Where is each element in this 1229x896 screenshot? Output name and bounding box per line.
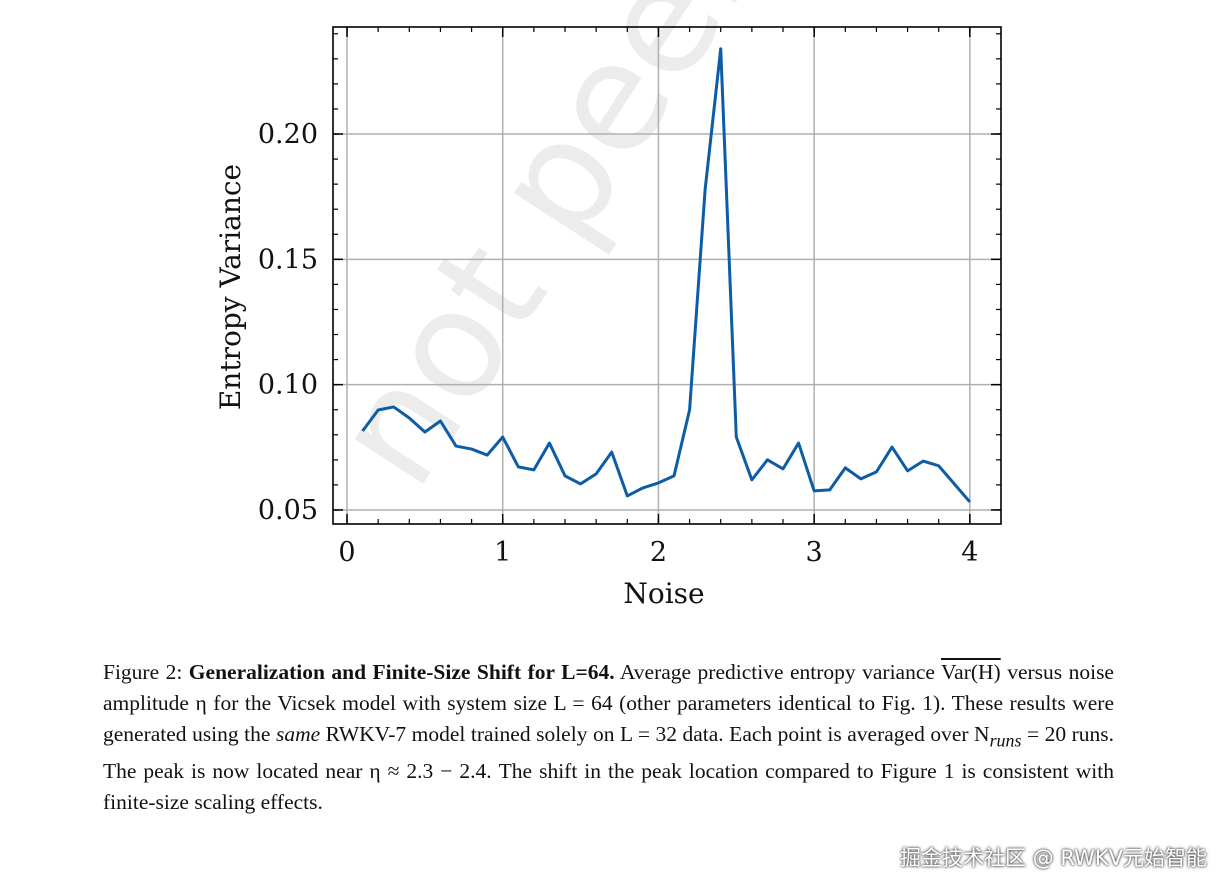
caption-text: = 20 runs. The peak is now located near … (103, 722, 1114, 815)
y-tick-label: 0.15 (258, 244, 318, 275)
caption-emphasis: same (275, 722, 321, 746)
x-tick-label: 4 (961, 537, 978, 568)
caption-subscript: runs (989, 730, 1022, 751)
x-tick-label: 1 (494, 537, 511, 568)
caption-title: Generalization and Finite-Size Shift for… (188, 660, 615, 684)
data-points (362, 48, 970, 503)
ticks (333, 27, 1001, 524)
caption-text: versus noise amplitude η for the Vicsek … (103, 660, 1114, 746)
y-tick-label: 0.10 (258, 370, 318, 401)
credit-watermark: 掘金技术社区 @ RWKV元始智能 (900, 846, 1207, 870)
caption-label: Figure 2: (103, 660, 183, 684)
x-axis-label: Noise (623, 577, 704, 610)
x-tick-label: 3 (806, 537, 823, 568)
y-tick-label: 0.05 (258, 495, 318, 526)
figure-caption: Figure 2: Generalization and Finite-Size… (103, 657, 1114, 818)
y-axis-label: Entropy Variance (214, 164, 247, 410)
x-tick-label: 0 (338, 537, 355, 568)
plot-frame (332, 26, 1002, 525)
series-line (361, 47, 971, 503)
x-tick-label: 2 (650, 537, 667, 568)
grid (333, 27, 1001, 524)
caption-text: Average predictive entropy variance (619, 660, 935, 684)
caption-text: RWKV-7 model trained solely on L = 32 da… (325, 722, 990, 746)
y-tick-label: 0.20 (258, 119, 318, 150)
line-chart: 0 1 2 3 4 0.05 0.10 0.15 0.20 Noise Entropy Vari… (214, 26, 1002, 610)
tick-labels: 0 1 2 3 4 0.05 0.10 0.15 0.20 (258, 119, 979, 568)
caption-math: Var(H) (941, 660, 1001, 684)
